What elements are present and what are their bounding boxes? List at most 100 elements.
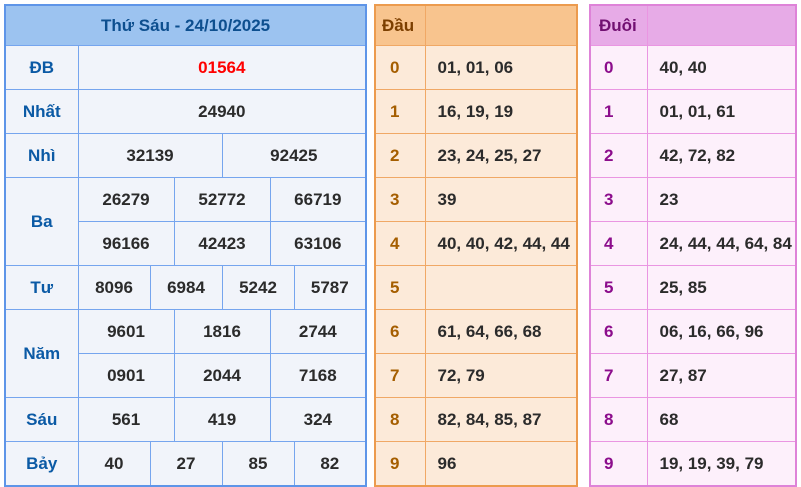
table-row: 2 42, 72, 82 — [589, 133, 797, 178]
duoi-digit: 0 — [589, 45, 648, 90]
prize-value: 63106 — [269, 221, 367, 266]
table-row: Ba 26279 52772 66719 — [4, 177, 367, 266]
prize-value: 85 — [221, 441, 295, 487]
dau-numbers: 16, 19, 19 — [424, 89, 578, 134]
prize-value: 1816 — [173, 309, 271, 354]
duoi-header-spacer — [646, 4, 797, 46]
prize-label-sau: Sáu — [4, 397, 79, 442]
prize-value: 66719 — [269, 177, 367, 222]
prize-value: 8096 — [77, 265, 151, 310]
prize-label-db: ĐB — [4, 45, 79, 90]
duoi-numbers: 06, 16, 66, 96 — [646, 309, 797, 354]
table-row: Nhì 32139 92425 — [4, 133, 367, 178]
dau-digit: 4 — [374, 221, 426, 266]
duoi-numbers: 25, 85 — [646, 265, 797, 310]
prize-label-bay: Bảy — [4, 441, 79, 487]
prize-value: 2744 — [269, 309, 367, 354]
dau-numbers: 82, 84, 85, 87 — [424, 397, 578, 442]
dau-digit: 7 — [374, 353, 426, 398]
draw-date-header: Thứ Sáu - 24/10/2025 — [4, 4, 367, 46]
table-row: 7 72, 79 — [374, 353, 578, 398]
table-row: 4 40, 40, 42, 44, 44 — [374, 221, 578, 266]
table-row: Năm 9601 1816 2744 — [4, 309, 367, 398]
duoi-numbers: 24, 44, 44, 64, 84 — [646, 221, 797, 266]
dau-digit: 6 — [374, 309, 426, 354]
prize-value: 0901 — [77, 353, 175, 398]
duoi-numbers: 40, 40 — [646, 45, 797, 90]
duoi-numbers: 42, 72, 82 — [646, 133, 797, 178]
duoi-digit: 9 — [589, 441, 648, 487]
table-row: 6 61, 64, 66, 68 — [374, 309, 578, 354]
duoi-numbers: 27, 87 — [646, 353, 797, 398]
table-row: 8 68 — [589, 397, 797, 442]
table-row: 1 01, 01, 61 — [589, 89, 797, 134]
prize-value: 9601 — [77, 309, 175, 354]
prize-value: 419 — [173, 397, 271, 442]
table-row: Tư 8096 6984 5242 5787 — [4, 265, 367, 310]
dau-digit: 9 — [374, 441, 426, 487]
prize-value: 5787 — [293, 265, 367, 310]
duoi-digit: 3 — [589, 177, 648, 222]
table-row: 2 23, 24, 25, 27 — [374, 133, 578, 178]
duoi-digit: 2 — [589, 133, 648, 178]
dau-numbers: 96 — [424, 441, 578, 487]
prize-value: 82 — [293, 441, 367, 487]
prize-value: 561 — [77, 397, 175, 442]
dau-numbers: 39 — [424, 177, 578, 222]
duoi-digit: 8 — [589, 397, 648, 442]
duoi-numbers: 19, 19, 39, 79 — [646, 441, 797, 487]
dau-digit: 1 — [374, 89, 426, 134]
duoi-digit: 7 — [589, 353, 648, 398]
prize-value: 42423 — [173, 221, 271, 266]
dau-numbers: 61, 64, 66, 68 — [424, 309, 578, 354]
prize-value: 6984 — [149, 265, 223, 310]
lottery-results-page: Thứ Sáu - 24/10/2025 ĐB 01564 Nhất 24940… — [4, 4, 797, 487]
prize-label-nhi: Nhì — [4, 133, 79, 178]
prize-label-tu: Tư — [4, 265, 79, 310]
table-row: 7 27, 87 — [589, 353, 797, 398]
duoi-numbers: 23 — [646, 177, 797, 222]
dau-digit: 5 — [374, 265, 426, 310]
prize-value: 96166 — [77, 221, 175, 266]
dau-digit: 2 — [374, 133, 426, 178]
table-row: 5 — [374, 265, 578, 310]
dau-table: Đầu 0 01, 01, 06 1 16, 19, 19 2 23, 24, 25,… — [374, 4, 578, 487]
dau-numbers — [424, 265, 578, 310]
prize-value: 27 — [149, 441, 223, 487]
prize-value-db: 01564 — [77, 45, 367, 90]
prize-value: 92425 — [221, 133, 367, 178]
duoi-digit: 1 — [589, 89, 648, 134]
prize-value: 2044 — [173, 353, 271, 398]
table-row: Sáu 561 419 324 — [4, 397, 367, 442]
prize-value: 52772 — [173, 177, 271, 222]
table-row: 9 19, 19, 39, 79 — [589, 441, 797, 487]
dau-numbers: 23, 24, 25, 27 — [424, 133, 578, 178]
duoi-table-title: Đuôi — [589, 4, 648, 46]
prize-label-nhat: Nhất — [4, 89, 79, 134]
duoi-numbers: 68 — [646, 397, 797, 442]
duoi-digit: 6 — [589, 309, 648, 354]
table-row: 3 39 — [374, 177, 578, 222]
dau-digit: 0 — [374, 45, 426, 90]
dau-numbers: 72, 79 — [424, 353, 578, 398]
duoi-digit: 5 — [589, 265, 648, 310]
prize-value: 324 — [269, 397, 367, 442]
dau-numbers: 01, 01, 06 — [424, 45, 578, 90]
prize-value: 26279 — [77, 177, 175, 222]
prize-label-nam: Năm — [4, 309, 79, 398]
duoi-digit: 4 — [589, 221, 648, 266]
table-row: Bảy 40 27 85 82 — [4, 441, 367, 487]
duoi-numbers: 01, 01, 61 — [646, 89, 797, 134]
table-row: 0 01, 01, 06 — [374, 45, 578, 90]
prize-value: 5242 — [221, 265, 295, 310]
table-row: 0 40, 40 — [589, 45, 797, 90]
table-row: 0901 2044 7168 — [5, 353, 367, 398]
table-row: Nhất 24940 — [4, 89, 367, 134]
duoi-table: Đuôi 0 40, 40 1 01, 01, 61 2 42, 72, 82 3 23… — [589, 4, 797, 487]
prize-value: 24940 — [77, 89, 367, 134]
table-row: 5 25, 85 — [589, 265, 797, 310]
table-row: 3 23 — [589, 177, 797, 222]
table-row: 6 06, 16, 66, 96 — [589, 309, 797, 354]
dau-digit: 8 — [374, 397, 426, 442]
prize-value: 7168 — [269, 353, 367, 398]
